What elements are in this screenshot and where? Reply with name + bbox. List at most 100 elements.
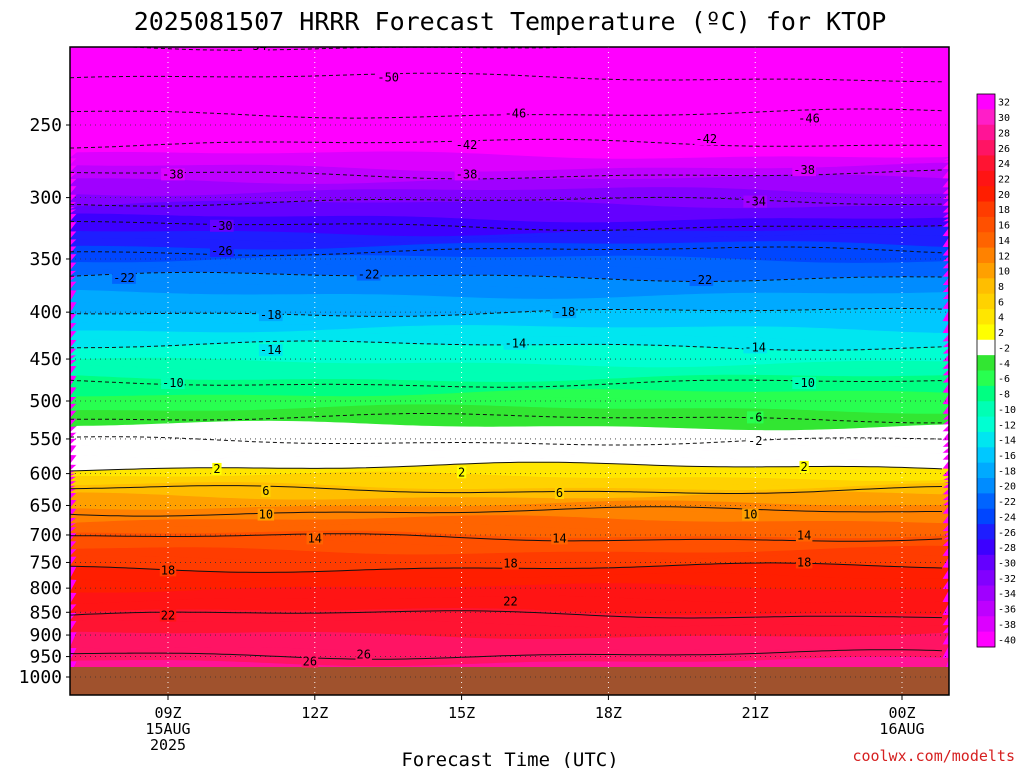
contour-label-text: 2 xyxy=(801,460,808,474)
contour-label-text: -38 xyxy=(456,167,478,181)
colorbar-label--40: -40 xyxy=(998,635,1016,646)
y-tick-label-950: 950 xyxy=(29,647,62,668)
contour-label-bg xyxy=(161,168,185,181)
isotherm--38 xyxy=(70,169,943,180)
y-tick-label-700: 700 xyxy=(29,525,62,546)
contour-label-text: -42 xyxy=(695,132,717,146)
colorbar-swatch--6 xyxy=(977,370,995,387)
contour-label-text: 14 xyxy=(797,529,811,543)
contour-label-bg xyxy=(797,112,821,125)
colorbar-swatch-4 xyxy=(977,309,995,325)
colorbar-label-10: 10 xyxy=(998,267,1010,278)
x-tick-label-15Z: 15Z xyxy=(448,704,475,722)
contour-label-text: -10 xyxy=(162,376,184,390)
colorbar-label-6: 6 xyxy=(998,297,1004,308)
contour-label-text: 26 xyxy=(357,647,371,661)
contour-label-40: 26 xyxy=(355,647,372,661)
contour-label-bg xyxy=(454,168,479,181)
contour-label-text: 6 xyxy=(262,484,269,498)
contour-label-bg xyxy=(209,219,234,232)
contour-label-bg xyxy=(552,306,577,319)
y-tick-label-850: 850 xyxy=(29,602,62,623)
contour-label-bg xyxy=(551,532,568,545)
y-tick-label-800: 800 xyxy=(29,578,62,599)
contour-label-bg xyxy=(159,609,177,622)
chart-title: 2025081507 HRRR Forecast Temperature (ºC… xyxy=(134,7,887,36)
colorbar-swatch-14 xyxy=(977,232,995,249)
colorbar-label-32: 32 xyxy=(998,98,1010,109)
colorbar-label--20: -20 xyxy=(998,482,1016,493)
contour-label-bg xyxy=(356,268,381,281)
isotherm--26 xyxy=(70,246,943,256)
contour-label-10: -30 xyxy=(209,219,234,233)
contour-label-bg xyxy=(742,508,759,521)
colorbar-swatch-30 xyxy=(977,109,995,126)
contour-label-bg xyxy=(209,244,234,257)
contour-label-text: 26 xyxy=(303,655,317,669)
contour-label-bg xyxy=(258,309,283,322)
colorbar-label--2: -2 xyxy=(998,343,1010,354)
contour-label-bg xyxy=(161,377,185,390)
colorbar-swatch--28 xyxy=(977,539,995,556)
contour-label-19: -14 xyxy=(743,340,768,354)
contour-label-bg xyxy=(792,164,816,177)
colorbar-label--26: -26 xyxy=(998,528,1016,539)
contour-label-11: -26 xyxy=(209,244,234,258)
colorbar-swatch-28 xyxy=(977,124,995,141)
contour-label-bg xyxy=(212,462,222,475)
contour-label-text: 18 xyxy=(503,557,517,571)
colorbar-label-14: 14 xyxy=(998,236,1010,247)
plot-frame xyxy=(69,46,950,696)
x-tick-label-09Z: 09Z xyxy=(154,704,181,722)
contour-label-text: 14 xyxy=(552,531,566,545)
contour-label-text: -38 xyxy=(793,163,815,177)
contour-label-20: -10 xyxy=(161,376,185,390)
contour-label-34: 18 xyxy=(159,563,177,577)
contour-label-text: -26 xyxy=(211,244,233,258)
colorbar-label--18: -18 xyxy=(998,466,1016,477)
contour-label-text: -46 xyxy=(505,107,527,121)
contour-label-37: 22 xyxy=(159,609,177,623)
contour-label-31: 14 xyxy=(306,531,324,545)
colorbar-swatch--16 xyxy=(977,447,995,464)
temperature-bands xyxy=(70,47,949,695)
contour-label-bg xyxy=(743,341,768,354)
contour-label-bg xyxy=(743,195,768,208)
colorbar-label--28: -28 xyxy=(998,543,1016,554)
contour-label-7: -38 xyxy=(454,167,479,181)
contour-label-33: 14 xyxy=(795,529,813,543)
y-tick-label-350: 350 xyxy=(29,249,62,270)
contour-label-text: -2 xyxy=(748,434,762,448)
colorbar-swatch-16 xyxy=(977,216,995,233)
colorbar-label--4: -4 xyxy=(998,359,1010,370)
colorbar-swatch--14 xyxy=(977,431,995,448)
colorbar-label--30: -30 xyxy=(998,559,1016,570)
contour-label-text: -14 xyxy=(505,337,527,351)
contour-label-3: -46 xyxy=(797,112,821,126)
contour-label-text: 18 xyxy=(161,563,175,577)
isotherm--22 xyxy=(70,271,943,282)
colorbar-label-18: 18 xyxy=(998,205,1010,216)
contour-label-26: 2 xyxy=(799,460,809,474)
colorbar-label--10: -10 xyxy=(998,405,1016,416)
contour-label-text: 10 xyxy=(259,508,273,522)
colorbar-swatch-22 xyxy=(977,170,995,187)
colorbar-swatch--22 xyxy=(977,493,995,510)
colorbar-swatch--32 xyxy=(977,570,995,587)
colorbar-label-12: 12 xyxy=(998,251,1010,262)
contour-label-15: -18 xyxy=(258,308,283,322)
colorbar-swatch--40 xyxy=(977,631,995,648)
contour-label-bg xyxy=(795,529,813,542)
colorbar-swatch-26 xyxy=(977,140,995,156)
y-tick-label-400: 400 xyxy=(29,302,62,323)
contour-label-bg xyxy=(454,139,479,152)
colorbar-swatch-2 xyxy=(977,324,995,341)
y-tick-label-600: 600 xyxy=(29,464,62,485)
contour-label-text: -54 xyxy=(245,39,267,53)
colorbar-swatch-20 xyxy=(977,186,995,203)
isotherm--30 xyxy=(70,220,943,231)
colorbar-swatch--4 xyxy=(977,355,995,371)
contour-label-13: -22 xyxy=(356,268,381,282)
contour-label-8: -38 xyxy=(792,163,816,177)
